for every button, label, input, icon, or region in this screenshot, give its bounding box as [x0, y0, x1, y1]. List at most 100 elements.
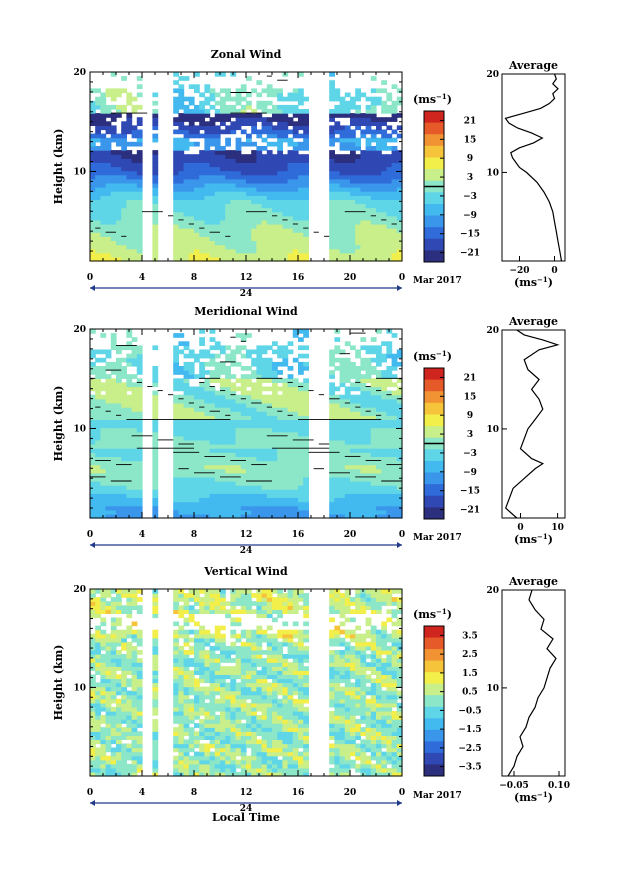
heatmap-cell	[396, 232, 403, 237]
heatmap-cell	[131, 485, 138, 490]
heatmap-cell	[381, 195, 387, 200]
heatmap-cell	[251, 162, 257, 168]
heatmap-cell	[152, 178, 159, 184]
heatmap-cell	[100, 593, 107, 598]
heatmap-cell	[183, 444, 190, 449]
heatmap-cell	[183, 374, 190, 379]
heatmap-cell	[246, 493, 252, 498]
heatmap-cell	[334, 423, 341, 429]
heatmap-cell	[136, 481, 143, 486]
heatmap-cell	[386, 435, 393, 441]
heatmap-cell	[152, 509, 159, 515]
heatmap-cell	[240, 236, 247, 241]
heatmap-cell	[95, 641, 101, 647]
heatmap-cell	[266, 109, 273, 114]
heatmap-cell	[100, 403, 107, 408]
heatmap-cell	[391, 129, 398, 135]
heatmap-cell	[303, 481, 309, 486]
heatmap-cell	[121, 228, 127, 233]
heatmap-cell	[214, 353, 221, 359]
heatmap-cell	[344, 407, 351, 412]
heatmap-cell	[365, 509, 372, 515]
heatmap-cell	[381, 448, 387, 453]
heatmap-cell	[136, 121, 143, 126]
heatmap-cell	[173, 252, 179, 258]
heatmap-cell	[334, 240, 341, 246]
heatmap-cell	[105, 439, 112, 445]
heatmap-cell	[116, 711, 122, 716]
heatmap-cell	[251, 240, 257, 246]
heatmap-cell	[204, 476, 211, 482]
heatmap-cell	[355, 435, 361, 441]
heatmap-cell	[287, 252, 294, 258]
heatmap-cell	[287, 96, 294, 102]
heatmap-cell	[209, 125, 216, 131]
heatmap-cell	[261, 452, 268, 457]
colorbar-segment	[424, 169, 444, 176]
heatmap-cell	[152, 501, 159, 507]
heatmap-cell	[376, 117, 382, 122]
heatmap-cell	[95, 613, 101, 619]
colorbar-segment	[424, 507, 444, 514]
heatmap-cell	[282, 109, 289, 114]
heatmap-cell	[214, 411, 221, 416]
heatmap-cell	[240, 84, 247, 89]
heatmap-cell	[183, 407, 190, 412]
heatmap-cell	[131, 743, 138, 749]
heatmap-cell	[183, 154, 190, 159]
heatmap-cell	[173, 682, 179, 688]
heatmap-cell	[381, 411, 387, 416]
heatmap-cell	[355, 427, 361, 433]
heatmap-cell	[116, 698, 122, 704]
heatmap-cell	[334, 178, 341, 184]
heatmap-cell	[298, 497, 304, 503]
heatmap-cell	[121, 154, 127, 159]
heatmap-cell	[303, 415, 309, 420]
heatmap-cell	[329, 187, 335, 192]
heatmap-cell	[173, 645, 179, 651]
heatmap-cell	[303, 398, 309, 404]
heatmap-cell	[350, 481, 356, 486]
heatmap-cell	[204, 187, 211, 192]
heatmap-cell	[370, 121, 377, 126]
heatmap-cell	[131, 398, 138, 404]
heatmap-cell	[246, 252, 252, 258]
heatmap-cell	[209, 92, 216, 98]
heatmap-cell	[100, 485, 107, 490]
heatmap-cell	[355, 452, 361, 457]
heatmap-cell	[272, 423, 278, 429]
heatmap-cell	[173, 411, 179, 416]
heatmap-cell	[277, 493, 283, 498]
heatmap-cell	[105, 411, 112, 416]
heatmap-cell	[136, 117, 143, 122]
heatmap-cell	[334, 129, 341, 135]
heatmap-cell	[230, 481, 237, 486]
heatmap-cell	[396, 468, 403, 474]
heatmap-cell	[381, 460, 387, 466]
heatmap-cell	[183, 141, 190, 147]
heatmap-cell	[136, 448, 143, 453]
heatmap-cell	[204, 219, 211, 225]
heatmap-cell	[121, 403, 127, 408]
heatmap-cell	[344, 187, 351, 192]
heatmap-cell	[90, 589, 96, 594]
heatmap-cell	[329, 411, 335, 416]
heatmap-cell	[272, 481, 278, 486]
heatmap-cell	[126, 158, 133, 163]
heatmap-cell	[214, 252, 221, 258]
x-tick-label: 0	[87, 530, 93, 540]
heatmap-cell	[370, 113, 377, 118]
heatmap-cell	[100, 133, 107, 139]
heatmap-cell	[277, 113, 283, 118]
heatmap-cell	[204, 178, 211, 184]
heatmap-cell	[230, 187, 237, 192]
heatmap-cell	[110, 682, 117, 688]
heatmap-cell	[95, 195, 101, 200]
heatmap-cell	[183, 731, 190, 736]
heatmap-cell	[136, 513, 143, 519]
heatmap-cell	[277, 398, 283, 404]
heatmap-cell	[126, 129, 133, 135]
heatmap-cell	[303, 248, 309, 254]
heatmap-cell	[95, 735, 101, 740]
heatmap-cell	[173, 211, 179, 217]
